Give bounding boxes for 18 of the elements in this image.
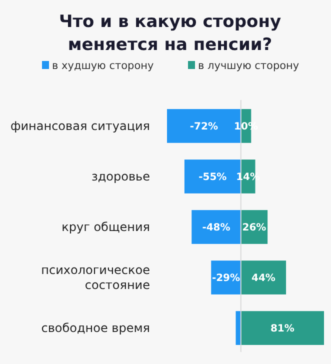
legend-label: в лучшую сторону (198, 60, 300, 72)
legend-label: в худшую сторону (52, 60, 154, 72)
bar (192, 210, 241, 244)
data-label: 44% (251, 273, 276, 284)
data-label: -72% (190, 121, 218, 132)
data-label: -48% (202, 222, 230, 234)
y-tick-label: свободное время (41, 321, 150, 336)
y-tick-label: круг общения (62, 220, 150, 234)
data-label: -55% (198, 172, 227, 183)
y-tick-label: здоровье (91, 170, 150, 184)
data-label: -29% (212, 273, 240, 284)
data-label: 26% (242, 222, 266, 234)
data-label: 81% (270, 324, 294, 335)
chart-title: Что и в какую сторону меняется на пенсии? (58, 12, 282, 55)
y-tick-label: финансовая ситуация (10, 119, 150, 134)
bar (240, 260, 286, 294)
bar (240, 311, 324, 345)
y-tick-label: психологическое состояние (41, 263, 150, 292)
